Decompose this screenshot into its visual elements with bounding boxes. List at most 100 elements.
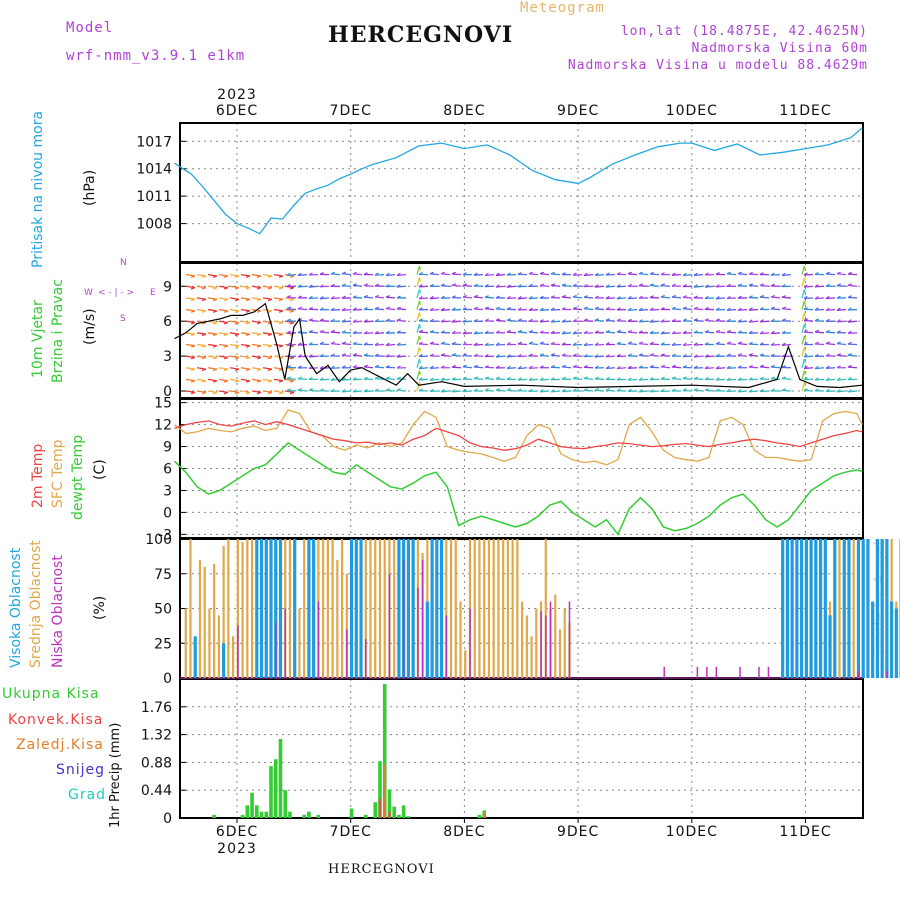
wind-arrowhead: [495, 330, 500, 334]
cloud-bar-mid: [558, 629, 562, 678]
wind-arrow: [385, 308, 396, 311]
cloud-bar-mid: [516, 539, 519, 678]
wind-arrowhead: [770, 318, 775, 322]
wind-arrowhead: [245, 356, 251, 360]
wind-arrow: [229, 273, 239, 277]
wind-arrow: [726, 342, 737, 346]
wind-arrowhead: [484, 318, 489, 322]
wind-arrowhead: [726, 388, 731, 392]
wind-arrow: [273, 390, 283, 394]
wind-arrowhead: [385, 295, 390, 298]
wind-arrow: [196, 273, 206, 277]
cloud-bar-high: [885, 539, 889, 678]
wind-arrowhead: [429, 353, 434, 357]
wind-arrow: [196, 343, 206, 347]
wind-arrowhead: [770, 306, 775, 310]
wind-arrow: [801, 312, 806, 322]
wind-arrowhead: [429, 318, 434, 322]
wind-arrow: [605, 319, 616, 322]
wind-arrow: [251, 343, 261, 347]
cloud-bar-mid: [445, 539, 448, 678]
wind-arrowhead: [341, 389, 346, 393]
wind-arrow: [262, 297, 272, 300]
wind-arrowhead: [715, 341, 720, 345]
wind-arrow: [396, 389, 407, 392]
wind-arrowhead: [212, 287, 218, 290]
wind-arrow: [240, 273, 250, 277]
wind-arrowhead: [550, 271, 555, 275]
wind-arrow: [781, 389, 792, 392]
wind-arrowhead: [825, 329, 830, 333]
wind-arrow: [462, 390, 473, 393]
wind-arrowhead: [803, 342, 808, 346]
wind-arrow: [814, 378, 825, 381]
wind-arrow: [801, 335, 806, 345]
wind-arrow: [484, 355, 495, 358]
wind-arrow: [539, 342, 550, 346]
wind-arrowhead: [660, 330, 665, 335]
wind-arrowhead: [418, 377, 423, 381]
wind-arrow: [473, 296, 484, 299]
wind-arrow: [262, 355, 272, 359]
cloud-bar-high: [397, 539, 401, 678]
wind-arrowhead: [704, 329, 709, 333]
wind-arrowhead: [737, 341, 742, 345]
wind-arrowhead: [748, 341, 753, 345]
wind-arrowhead: [385, 376, 390, 380]
wind-arrow: [330, 342, 341, 346]
wind-arrowhead: [759, 272, 764, 276]
wind-arrowhead: [341, 283, 346, 287]
wind-arrow: [561, 390, 572, 393]
wind-arrow: [495, 285, 506, 288]
cloud-bar-mid: [492, 539, 495, 678]
wind-arrow: [240, 308, 250, 312]
wind-arrowhead: [803, 277, 806, 282]
wind-arrowhead: [561, 307, 566, 311]
wind-speed-line: [174, 302, 863, 389]
wind-arrow: [341, 390, 352, 393]
wind-arrowhead: [726, 295, 731, 300]
wind-arrowhead: [682, 306, 687, 310]
wind-arrowhead: [385, 330, 390, 334]
wind-arrow: [803, 389, 814, 392]
wind-arrow: [704, 355, 715, 358]
wind-arrowhead: [770, 294, 775, 298]
wind-arrow: [803, 297, 814, 300]
wind-arrowhead: [539, 283, 544, 287]
wind-arrowhead: [473, 318, 478, 322]
wind-arrow: [660, 354, 671, 357]
precip-bar-total: [349, 808, 354, 818]
cloud-bar-mid: [502, 539, 505, 678]
wind-arrow: [218, 378, 228, 382]
wind-arrow: [473, 366, 484, 369]
wind-arrowhead: [319, 377, 324, 381]
cloud-bar-high: [312, 539, 316, 678]
wind-arrowhead: [495, 295, 500, 299]
wind-arrow: [726, 331, 737, 334]
wind-arrowhead: [594, 306, 599, 310]
wind-arrow: [352, 354, 363, 357]
wind-arrow: [451, 390, 462, 393]
wind-arrowhead: [704, 318, 709, 321]
wind-arrow: [528, 331, 539, 334]
cloud-bar-mid: [554, 594, 557, 678]
wind-arrowhead: [223, 321, 229, 325]
wind-arrowhead: [396, 354, 401, 358]
wind-arrowhead: [190, 275, 196, 278]
wind-arrowhead: [770, 376, 775, 380]
wind-arrow: [352, 320, 363, 323]
wind-arrow: [825, 378, 836, 381]
cloud-bar-high: [842, 539, 846, 678]
precip-bar-total: [382, 684, 387, 818]
wind-arrowhead: [704, 376, 709, 380]
precip-bar-convective: [388, 811, 391, 818]
wind-arrowhead: [396, 284, 401, 288]
wind-arrowhead: [759, 283, 764, 287]
wind-arrow: [836, 273, 847, 276]
wind-arrowhead: [396, 272, 401, 276]
wind-arrowhead: [583, 283, 588, 288]
wind-arrowhead: [649, 330, 654, 334]
wind-arrowhead: [517, 377, 522, 381]
wind-arrow: [218, 390, 228, 394]
wind-arrow: [385, 273, 396, 277]
